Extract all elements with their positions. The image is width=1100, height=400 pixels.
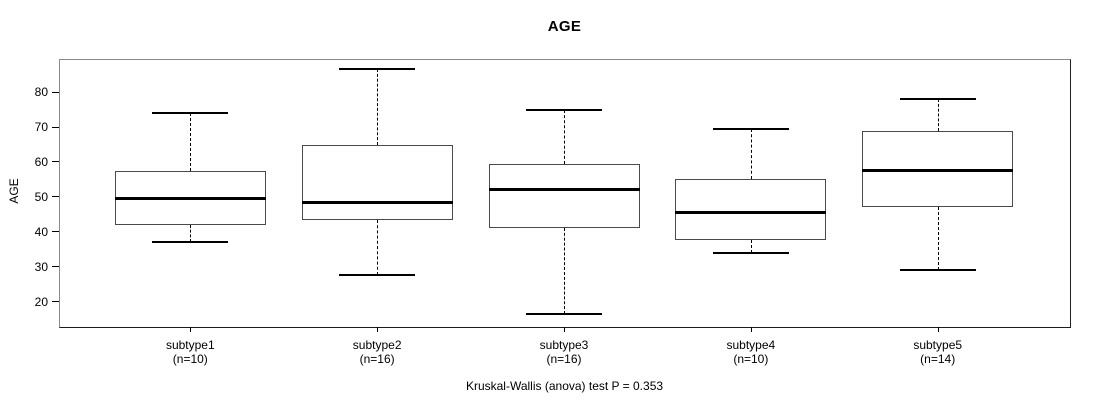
y-tick-label: 20 — [34, 294, 48, 309]
y-axis-tick — [52, 301, 59, 303]
x-group-label: subtype3 — [539, 338, 589, 352]
upper-whisker-line — [750, 128, 752, 180]
iqr-box — [488, 163, 640, 229]
y-axis-tick — [52, 91, 59, 93]
lower-whisker-cap — [712, 251, 789, 254]
median-line — [488, 188, 640, 192]
lower-whisker-line — [377, 219, 379, 276]
y-axis-tick — [52, 161, 59, 163]
upper-whisker-cap — [899, 98, 976, 101]
lower-whisker-line — [937, 207, 939, 271]
x-group-count-label: (n=10) — [733, 352, 769, 366]
lower-whisker-line — [190, 224, 192, 243]
median-line — [862, 169, 1014, 173]
median-line — [114, 197, 266, 201]
x-axis-tick — [750, 327, 752, 332]
upper-whisker-cap — [526, 108, 602, 111]
lower-whisker-cap — [899, 269, 976, 272]
y-tick-label: 50 — [34, 189, 48, 204]
y-tick-label: 80 — [34, 85, 48, 100]
upper-whisker-cap — [339, 68, 416, 71]
y-tick-label: 60 — [34, 154, 48, 169]
lower-whisker-cap — [339, 274, 416, 277]
x-group-label: subtype1 — [165, 338, 215, 352]
upper-whisker-line — [937, 99, 939, 131]
median-line — [301, 200, 453, 204]
lower-whisker-cap — [526, 312, 602, 315]
lower-whisker-cap — [152, 241, 229, 244]
lower-whisker-line — [564, 228, 565, 314]
upper-whisker-line — [564, 109, 565, 164]
median-line — [675, 211, 827, 215]
upper-whisker-cap — [712, 127, 789, 130]
y-axis-tick — [52, 126, 59, 128]
y-tick-label: 40 — [34, 224, 48, 239]
upper-whisker-line — [190, 113, 192, 171]
x-axis-tick — [377, 327, 379, 332]
y-axis-tick — [52, 196, 59, 198]
x-group-count-label: (n=16) — [546, 352, 582, 366]
statistics-annotation: Kruskal-Wallis (anova) test P = 0.353 — [465, 379, 664, 393]
iqr-box — [675, 179, 827, 241]
x-group-count-label: (n=16) — [359, 352, 395, 366]
upper-whisker-cap — [152, 112, 229, 115]
lower-whisker-line — [750, 240, 752, 253]
x-group-label: subtype5 — [913, 338, 963, 352]
x-group-count-label: (n=14) — [920, 352, 956, 366]
x-axis-tick — [190, 327, 192, 332]
x-group-label: subtype2 — [352, 338, 402, 352]
y-axis-tick — [52, 231, 59, 233]
y-axis-tick — [52, 266, 59, 268]
upper-whisker-line — [377, 69, 379, 145]
y-tick-label: 70 — [34, 120, 48, 135]
x-axis-tick — [564, 327, 565, 332]
x-axis-tick — [937, 327, 939, 332]
chart-title: AGE — [547, 18, 582, 35]
x-group-count-label: (n=10) — [172, 352, 208, 366]
iqr-box — [862, 130, 1014, 208]
y-tick-label: 30 — [34, 259, 48, 274]
x-group-label: subtype4 — [726, 338, 776, 352]
iqr-box — [301, 144, 453, 220]
